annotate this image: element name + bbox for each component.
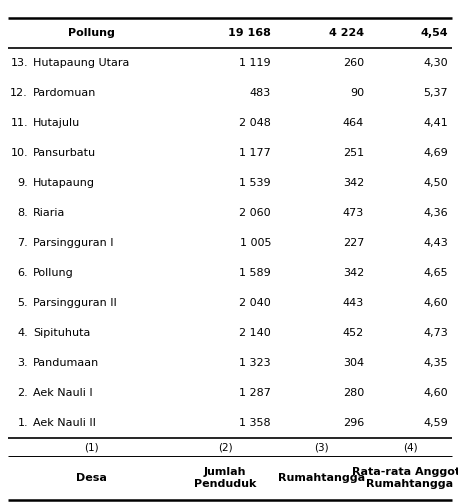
Text: 1.: 1. — [17, 418, 28, 428]
Text: 280: 280 — [343, 388, 364, 398]
Text: 5.: 5. — [17, 298, 28, 308]
Text: 443: 443 — [343, 298, 364, 308]
Text: 2 048: 2 048 — [239, 118, 271, 128]
Text: 342: 342 — [343, 178, 364, 188]
Text: 473: 473 — [343, 208, 364, 218]
Text: (4): (4) — [403, 442, 417, 452]
Text: 13.: 13. — [11, 58, 28, 68]
Text: 260: 260 — [343, 58, 364, 68]
Text: 4.: 4. — [17, 328, 28, 338]
Text: 483: 483 — [250, 88, 271, 98]
Text: Jumlah
Penduduk: Jumlah Penduduk — [194, 467, 256, 489]
Text: 1 287: 1 287 — [239, 388, 271, 398]
Text: Pollung: Pollung — [33, 268, 74, 278]
Text: 2 140: 2 140 — [239, 328, 271, 338]
Text: (2): (2) — [218, 442, 232, 452]
Text: 304: 304 — [343, 358, 364, 368]
Text: 2.: 2. — [17, 388, 28, 398]
Text: 452: 452 — [343, 328, 364, 338]
Text: Hutajulu: Hutajulu — [33, 118, 80, 128]
Text: 3.: 3. — [17, 358, 28, 368]
Text: 1 589: 1 589 — [239, 268, 271, 278]
Text: 19 168: 19 168 — [228, 28, 271, 38]
Text: 4,60: 4,60 — [423, 388, 448, 398]
Text: 4,36: 4,36 — [423, 208, 448, 218]
Text: 1 539: 1 539 — [240, 178, 271, 188]
Text: Pandumaan: Pandumaan — [33, 358, 99, 368]
Text: 5,37: 5,37 — [423, 88, 448, 98]
Text: 1 358: 1 358 — [240, 418, 271, 428]
Text: Parsingguran II: Parsingguran II — [33, 298, 117, 308]
Text: 12.: 12. — [10, 88, 28, 98]
Text: Sipituhuta: Sipituhuta — [33, 328, 90, 338]
Text: Aek Nauli II: Aek Nauli II — [33, 418, 96, 428]
Text: 9.: 9. — [17, 178, 28, 188]
Text: 8.: 8. — [17, 208, 28, 218]
Text: 4,60: 4,60 — [423, 298, 448, 308]
Text: 2 040: 2 040 — [239, 298, 271, 308]
Text: 11.: 11. — [11, 118, 28, 128]
Text: Hutapaung: Hutapaung — [33, 178, 95, 188]
Text: 4,54: 4,54 — [420, 28, 448, 38]
Text: (3): (3) — [314, 442, 329, 452]
Text: 1 119: 1 119 — [240, 58, 271, 68]
Text: 4,43: 4,43 — [423, 238, 448, 248]
Text: 342: 342 — [343, 268, 364, 278]
Text: Rata-rata Anggota
Rumahtangga: Rata-rata Anggota Rumahtangga — [352, 467, 458, 489]
Text: 4,73: 4,73 — [423, 328, 448, 338]
Text: 7.: 7. — [17, 238, 28, 248]
Text: 251: 251 — [343, 148, 364, 158]
Text: 4,50: 4,50 — [423, 178, 448, 188]
Text: 4,30: 4,30 — [423, 58, 448, 68]
Text: 4,69: 4,69 — [423, 148, 448, 158]
Text: 6.: 6. — [17, 268, 28, 278]
Text: 296: 296 — [343, 418, 364, 428]
Text: Pardomuan: Pardomuan — [33, 88, 96, 98]
Text: Hutapaung Utara: Hutapaung Utara — [33, 58, 129, 68]
Text: Riaria: Riaria — [33, 208, 65, 218]
Text: Aek Nauli I: Aek Nauli I — [33, 388, 93, 398]
Text: 4,59: 4,59 — [423, 418, 448, 428]
Text: 90: 90 — [350, 88, 364, 98]
Text: 227: 227 — [343, 238, 364, 248]
Text: Desa: Desa — [76, 473, 107, 483]
Text: Rumahtangga: Rumahtangga — [278, 473, 365, 483]
Text: 1 177: 1 177 — [239, 148, 271, 158]
Text: 1 005: 1 005 — [240, 238, 271, 248]
Text: Pansurbatu: Pansurbatu — [33, 148, 96, 158]
Text: 10.: 10. — [11, 148, 28, 158]
Text: Pollung: Pollung — [68, 28, 115, 38]
Text: Parsingguran I: Parsingguran I — [33, 238, 114, 248]
Text: 2 060: 2 060 — [240, 208, 271, 218]
Text: 1 323: 1 323 — [240, 358, 271, 368]
Text: 4,65: 4,65 — [423, 268, 448, 278]
Text: 464: 464 — [343, 118, 364, 128]
Text: (1): (1) — [84, 442, 99, 452]
Text: 4,41: 4,41 — [423, 118, 448, 128]
Text: 4,35: 4,35 — [423, 358, 448, 368]
Text: 4 224: 4 224 — [329, 28, 364, 38]
